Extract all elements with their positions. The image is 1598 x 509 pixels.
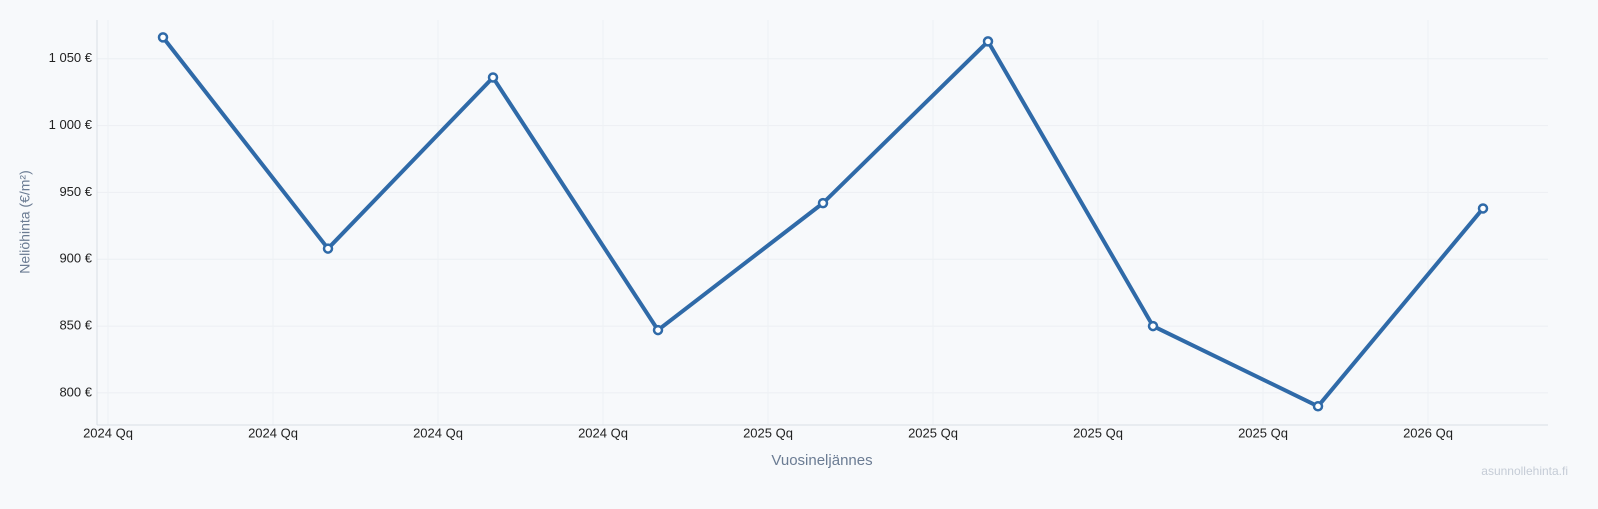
x-tick-label: 2024 Qq: [413, 425, 463, 440]
y-tick-label: 850 €: [59, 318, 92, 333]
y-tick-label: 1 050 €: [49, 50, 93, 65]
point: [487, 72, 499, 83]
point: [817, 197, 829, 209]
x-tick-label: 2025 Qq: [743, 425, 793, 440]
point: [1147, 320, 1159, 332]
point: [1312, 401, 1324, 412]
point: [982, 36, 994, 47]
x-tick-label: 2026 Qq: [1403, 425, 1453, 440]
x-tick-label: 2024 Qq: [83, 425, 133, 440]
watermark: asunnollehinta.fi: [1481, 464, 1568, 478]
x-tick-label: 2025 Qq: [1238, 425, 1288, 440]
y-tick-label: 900 €: [59, 251, 92, 266]
y-tick-label: 800 €: [59, 384, 92, 399]
point: [652, 324, 664, 336]
point: [322, 243, 334, 254]
x-tick-label: 2024 Qq: [578, 425, 628, 440]
x-tick-label: 2025 Qq: [908, 425, 958, 440]
point: [1477, 203, 1489, 214]
x-axis-title: Vuosineljännes: [771, 452, 872, 469]
y-axis-title: Neliöhinta (€/m²): [17, 170, 33, 273]
point: [157, 32, 169, 43]
x-tick-label: 2024 Qq: [248, 425, 298, 440]
y-tick-label: 950 €: [59, 184, 92, 199]
y-tick-label: 1 000 €: [49, 117, 93, 132]
x-tick-label: 2025 Qq: [1073, 425, 1123, 440]
